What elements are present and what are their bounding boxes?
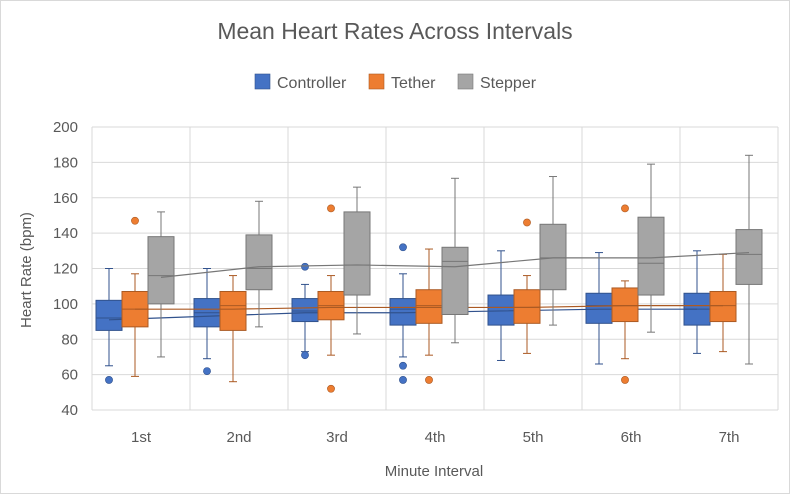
box: [343, 211, 371, 296]
outlier-point: [399, 376, 407, 384]
y-tick-label: 140: [53, 225, 78, 242]
box: [513, 289, 541, 324]
box: [487, 294, 515, 326]
box: [539, 223, 567, 291]
y-tick-label: 80: [61, 331, 78, 348]
outlier-point: [621, 376, 629, 384]
y-tick-label: 60: [61, 367, 78, 384]
x-axis: 1st 2nd 3rd 4th 5th 6th 7th: [131, 429, 739, 446]
x-tick-label: 6th: [621, 429, 642, 446]
legend-swatch: [457, 73, 474, 90]
x-tick-label: 1st: [131, 429, 152, 446]
mean-line: [108, 308, 697, 321]
y-tick-label: 120: [53, 261, 78, 278]
box: [219, 290, 247, 331]
box: [735, 229, 763, 285]
box: [637, 216, 665, 296]
box: [291, 298, 319, 323]
y-tick-label: 160: [53, 190, 78, 207]
x-tick-label: 2nd: [226, 429, 251, 446]
x-tick-label: 3rd: [326, 429, 348, 446]
legend-label: Stepper: [480, 75, 537, 92]
x-axis-label: Minute Interval: [385, 463, 483, 480]
legend: Controller Tether Stepper: [254, 73, 537, 92]
outlier-point: [105, 376, 113, 384]
x-tick-label: 5th: [523, 429, 544, 446]
outlier-point: [301, 262, 309, 271]
outlier-point: [621, 204, 629, 213]
box: [95, 299, 123, 331]
x-tick-label: 4th: [425, 429, 446, 446]
x-tick-label: 7th: [719, 429, 740, 446]
box: [389, 298, 417, 326]
legend-item-stepper: Stepper: [457, 73, 537, 92]
outlier-point: [131, 216, 139, 225]
mean-line: [135, 305, 723, 310]
y-tick-label: 40: [61, 402, 78, 419]
outlier-point: [327, 384, 335, 393]
outlier-point: [301, 351, 309, 360]
y-tick-label: 180: [53, 154, 78, 171]
y-tick-label: 100: [53, 296, 78, 313]
box: [147, 236, 175, 305]
legend-swatch: [368, 73, 385, 90]
box: [585, 292, 613, 324]
legend-swatch: [254, 73, 271, 90]
mean-line: [160, 251, 750, 278]
outlier-point: [425, 376, 433, 384]
outlier-point: [399, 243, 407, 252]
legend-item-controller: Controller: [254, 73, 347, 92]
y-tick-label: 200: [53, 119, 78, 136]
y-axis: 40 60 80 100 120 140 160 180 200: [53, 119, 78, 419]
outlier-point: [399, 361, 407, 370]
legend-label: Tether: [391, 75, 436, 92]
legend-item-tether: Tether: [368, 73, 436, 92]
series-tether: [121, 204, 737, 393]
box: [245, 234, 273, 291]
box: [415, 289, 443, 324]
box: [441, 246, 469, 315]
series-controller: [95, 243, 711, 384]
plot-area: [95, 154, 763, 393]
box: [709, 290, 737, 323]
legend-label: Controller: [277, 75, 347, 92]
chart-title: Mean Heart Rates Across Intervals: [217, 18, 572, 44]
outlier-point: [327, 204, 335, 213]
outlier-point: [203, 367, 211, 375]
outlier-point: [523, 218, 531, 227]
gridlines: [91, 126, 779, 411]
series-stepper: [147, 154, 763, 365]
box: [611, 287, 639, 323]
y-axis-label: Heart Rate (bpm): [18, 212, 35, 328]
